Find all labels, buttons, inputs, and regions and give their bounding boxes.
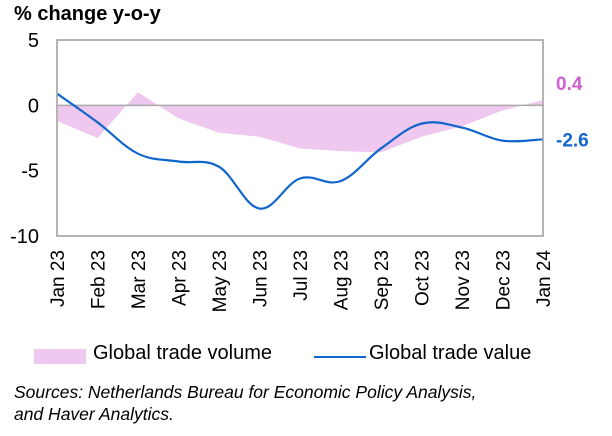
y-tick-label: -5 [21, 161, 39, 183]
x-tick-label: Aug 23 [332, 250, 353, 310]
x-tick-label: May 23 [210, 250, 231, 312]
x-tick-label: Mar 23 [129, 250, 150, 309]
legend-swatch-volume [34, 349, 86, 364]
legend-label-value: Global trade value [369, 342, 532, 364]
sources-note: Sources: Netherlands Bureau for Economic… [14, 381, 612, 425]
legend: Global trade volume Global trade value [0, 340, 612, 370]
x-tick-label: Oct 23 [413, 250, 434, 306]
x-tick-label: Jan 23 [48, 250, 69, 307]
plot-border [56, 39, 544, 237]
sources-line-1: Sources: Netherlands Bureau for Economic… [14, 382, 477, 402]
chart: 5 0 -5 -10 Jan 23 Feb 23 Mar 23 Apr 23 May 23 Ju… [10, 30, 589, 313]
end-labels: 0.4 -2.6 [556, 74, 589, 151]
x-tick-label: Sep 23 [372, 250, 393, 310]
end-label-global-trade-volume: 0.4 [556, 74, 583, 95]
end-label-global-trade-value: -2.6 [556, 130, 589, 151]
x-tick-label: Dec 23 [494, 250, 515, 310]
y-tick-label: 5 [28, 30, 39, 52]
plot-area [56, 39, 544, 237]
legend-label-volume: Global trade volume [93, 342, 272, 364]
x-axis: Jan 23 Feb 23 Mar 23 Apr 23 May 23 Jun 23 Jul … [48, 250, 555, 313]
legend-swatch-value [314, 356, 366, 358]
y-tick-label: 0 [28, 95, 39, 117]
y-axis: 5 0 -5 -10 [10, 30, 39, 248]
series-area-global-trade-volume [57, 92, 543, 153]
x-tick-label: Apr 23 [170, 250, 191, 306]
sources-line-2: and Haver Analytics. [14, 404, 174, 424]
y-tick-label: -10 [10, 226, 39, 248]
x-tick-label: Jan 24 [534, 250, 555, 307]
chart-title: % change y-o-y [14, 3, 161, 25]
x-tick-label: Jun 23 [251, 250, 272, 307]
x-tick-label: Jul 23 [291, 250, 312, 301]
x-tick-label: Nov 23 [453, 250, 474, 310]
x-tick-label: Feb 23 [89, 250, 110, 309]
series-line-global-trade-value [56, 92, 544, 210]
